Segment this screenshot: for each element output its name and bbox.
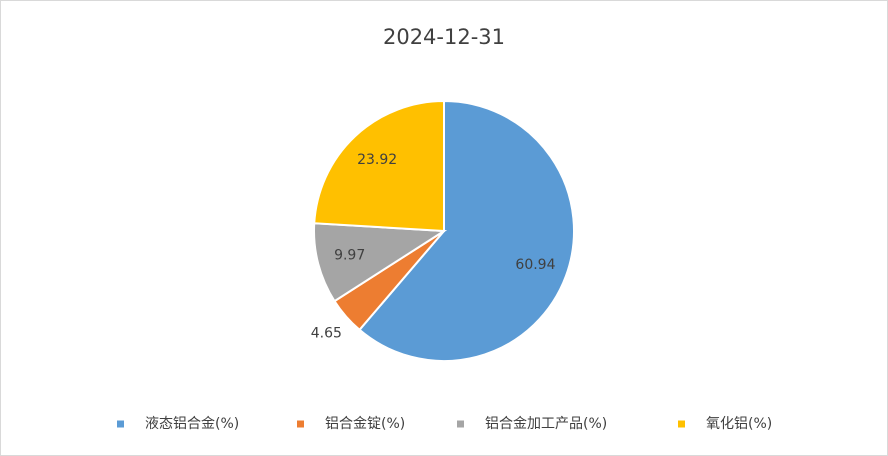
- legend-label: 铝合金锭(%): [325, 416, 405, 432]
- legend-label: 液态铝合金(%): [145, 416, 239, 432]
- legend-swatch: [678, 420, 685, 428]
- data-label: 60.94: [515, 257, 555, 273]
- legend-label: 铝合金加工产品(%): [485, 416, 607, 432]
- data-label: 9.97: [334, 248, 365, 264]
- data-label: 4.65: [311, 325, 342, 341]
- legend-swatch: [117, 420, 124, 428]
- legend-swatch: [457, 420, 464, 428]
- data-label: 23.92: [357, 152, 397, 168]
- pie-slice: [358, 99, 575, 362]
- pie-slice: [313, 222, 448, 303]
- pie-slice: [313, 99, 445, 233]
- chart-title: 2024-12-31: [383, 25, 505, 49]
- legend-swatch: [297, 420, 304, 428]
- legend-label: 氧化铝(%): [706, 416, 772, 432]
